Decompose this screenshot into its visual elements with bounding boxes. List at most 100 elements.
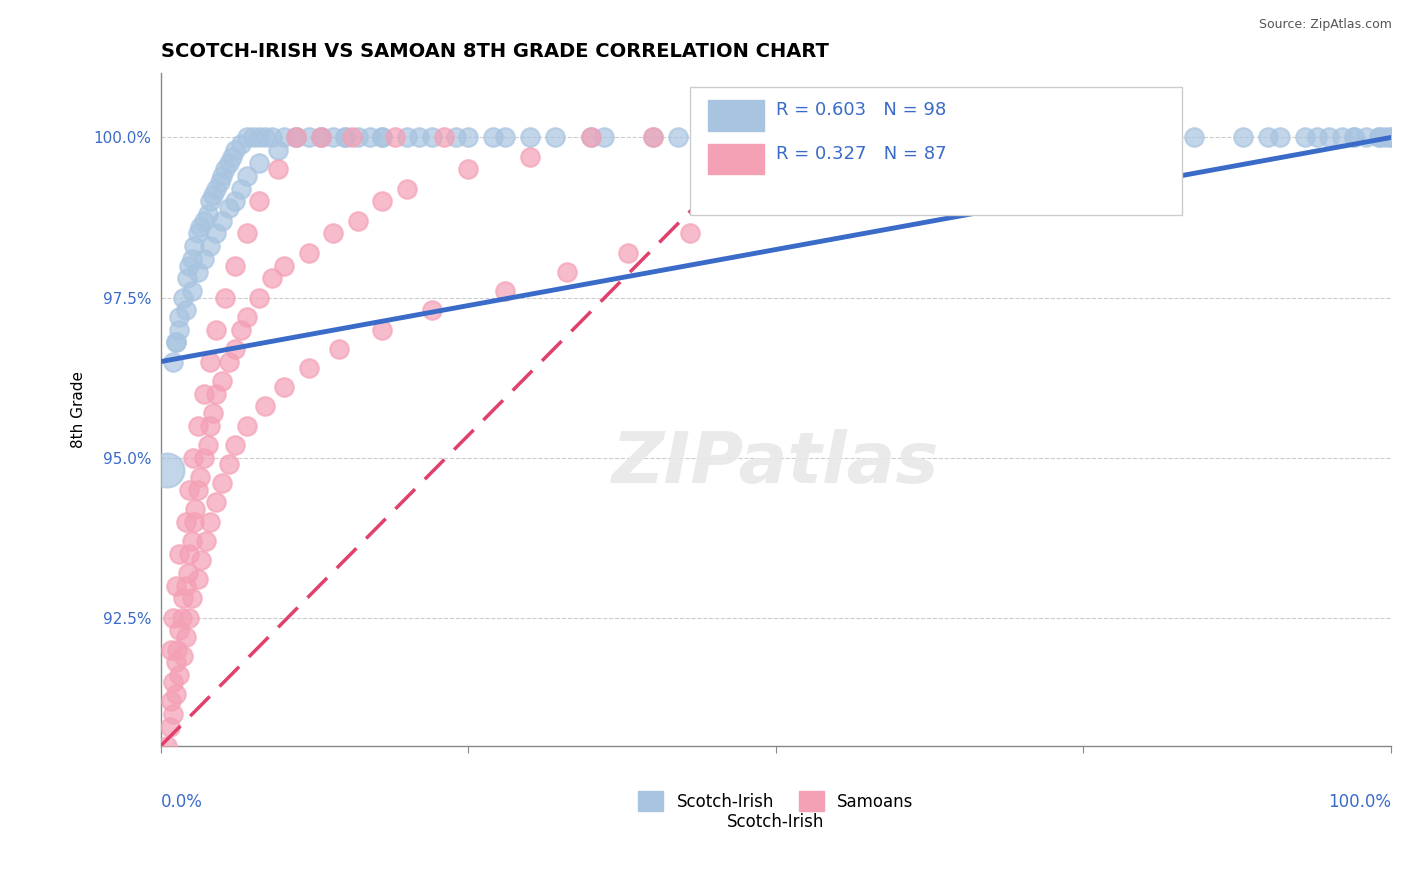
Point (285, 130, 308, 145)
Point (1011, 130, 1033, 145)
Point (494, 130, 516, 145)
Point (198, 354, 221, 368)
Point (346, 213, 368, 227)
Point (1343, 130, 1365, 145)
Point (986, 130, 1008, 145)
Point (169, 310, 191, 324)
Point (592, 130, 614, 145)
Point (309, 130, 332, 145)
Point (229, 182, 252, 196)
Point (218, 201, 240, 215)
Point (519, 150, 541, 164)
Point (214, 291, 236, 305)
Point (543, 130, 565, 145)
Point (162, 354, 184, 368)
Point (1182, 130, 1205, 145)
Point (218, 354, 240, 368)
Point (187, 572, 209, 586)
Point (617, 245, 640, 260)
Point (346, 130, 368, 145)
Point (236, 310, 259, 324)
Point (925, 150, 948, 164)
Text: 100.0%: 100.0% (1329, 793, 1391, 811)
Point (371, 194, 394, 209)
Point (340, 130, 363, 145)
Point (1257, 130, 1279, 145)
Point (179, 483, 201, 497)
Point (224, 259, 246, 273)
Point (1379, 130, 1402, 145)
Point (309, 130, 332, 145)
Point (169, 668, 191, 682)
Point (273, 130, 295, 145)
Point (247, 194, 270, 209)
Point (201, 406, 224, 420)
Point (641, 130, 664, 145)
Point (205, 182, 228, 196)
Point (1073, 130, 1095, 145)
Text: 0.0%: 0.0% (160, 793, 202, 811)
Point (162, 610, 184, 624)
Point (1343, 130, 1365, 145)
Point (322, 130, 344, 145)
Point (1368, 130, 1391, 145)
Point (666, 130, 689, 145)
Point (285, 130, 308, 145)
Point (1374, 130, 1396, 145)
Point (214, 162, 236, 177)
Point (912, 130, 935, 145)
Point (444, 130, 467, 145)
Point (519, 130, 541, 145)
Point (322, 227, 344, 241)
Point (180, 533, 202, 548)
Point (174, 579, 197, 593)
FancyBboxPatch shape (709, 144, 763, 174)
Point (224, 143, 246, 157)
Text: R = 0.603   N = 98: R = 0.603 N = 98 (776, 102, 946, 120)
Point (335, 130, 357, 145)
Point (328, 342, 350, 356)
Point (179, 610, 201, 624)
Point (851, 162, 873, 177)
Point (198, 194, 221, 209)
Point (1330, 130, 1353, 145)
Point (482, 130, 505, 145)
Point (184, 501, 207, 516)
Point (187, 418, 209, 433)
Text: Source: ZipAtlas.com: Source: ZipAtlas.com (1258, 18, 1392, 31)
Point (188, 220, 211, 235)
Point (273, 380, 295, 394)
Point (179, 259, 201, 273)
Point (1097, 136, 1119, 151)
Point (193, 252, 215, 266)
Point (887, 130, 910, 145)
Point (420, 130, 443, 145)
Point (359, 130, 381, 145)
Point (169, 547, 191, 561)
Point (187, 265, 209, 279)
Point (384, 130, 406, 145)
Point (420, 303, 443, 318)
Point (229, 322, 252, 336)
Point (166, 642, 188, 657)
Point (174, 303, 197, 318)
Point (1133, 130, 1156, 145)
Point (273, 259, 295, 273)
Point (172, 649, 194, 664)
Point (285, 130, 308, 145)
Y-axis label: 8th Grade: 8th Grade (72, 371, 86, 448)
Point (260, 271, 283, 285)
Point (242, 130, 264, 145)
Point (180, 591, 202, 606)
Point (177, 566, 200, 580)
Point (159, 719, 181, 733)
Point (371, 322, 394, 336)
Point (180, 252, 202, 266)
Point (187, 483, 209, 497)
Point (247, 156, 270, 170)
Point (193, 386, 215, 401)
Point (247, 291, 270, 305)
Point (371, 130, 394, 145)
Point (205, 386, 228, 401)
Point (1270, 130, 1292, 145)
